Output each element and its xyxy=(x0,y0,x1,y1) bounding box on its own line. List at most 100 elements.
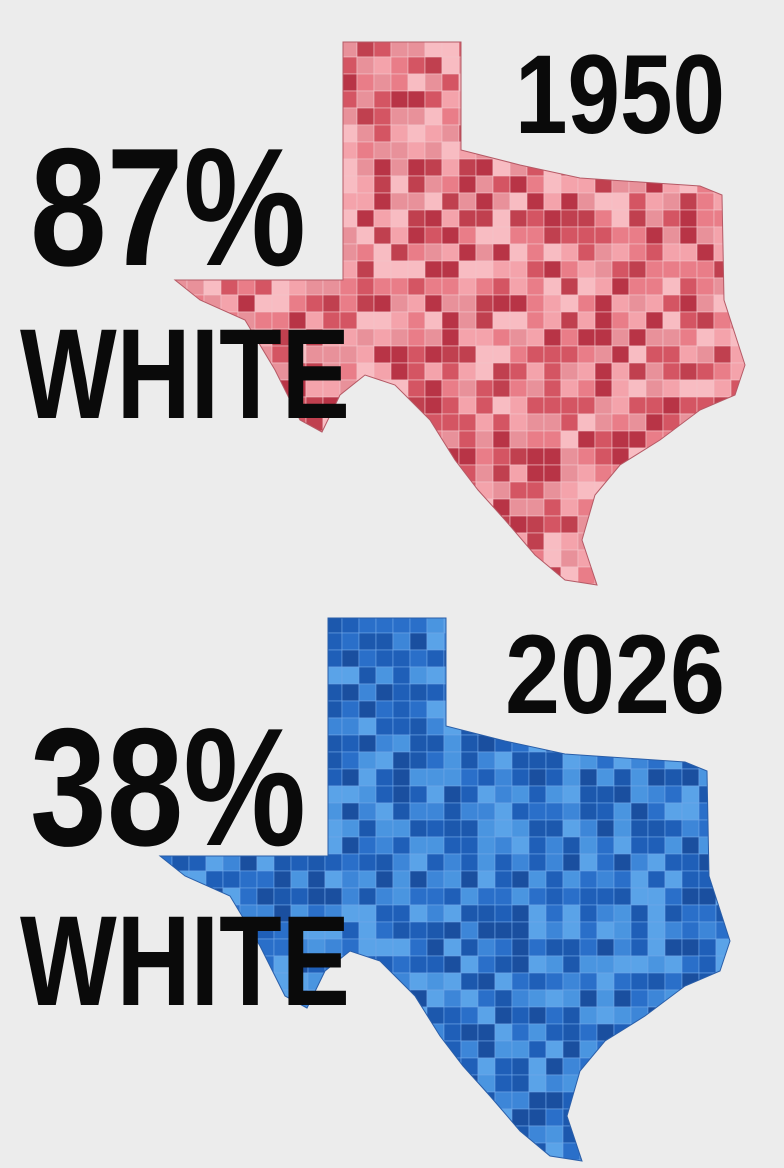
county xyxy=(528,836,547,855)
county xyxy=(475,192,494,211)
county xyxy=(611,209,630,228)
county xyxy=(373,107,392,126)
county xyxy=(594,226,613,245)
county xyxy=(628,345,647,364)
county xyxy=(511,1091,530,1110)
county xyxy=(647,785,666,804)
county xyxy=(407,345,426,364)
county xyxy=(443,870,462,889)
county xyxy=(679,345,698,364)
county xyxy=(543,481,562,500)
county xyxy=(441,90,460,109)
county xyxy=(409,819,428,838)
county xyxy=(441,328,460,347)
county xyxy=(681,853,700,872)
county xyxy=(509,175,528,194)
county xyxy=(492,175,511,194)
county xyxy=(409,666,428,685)
county xyxy=(390,73,409,92)
county xyxy=(492,328,511,347)
county xyxy=(494,802,513,821)
county xyxy=(594,379,613,398)
county xyxy=(562,904,581,923)
county xyxy=(696,277,715,296)
county xyxy=(696,226,715,245)
county xyxy=(545,853,564,872)
county xyxy=(426,734,445,753)
county xyxy=(373,141,392,160)
county xyxy=(443,955,462,974)
county xyxy=(528,887,547,906)
county xyxy=(560,260,579,279)
county xyxy=(509,277,528,296)
county xyxy=(696,328,715,347)
county xyxy=(392,649,411,668)
county xyxy=(392,717,411,736)
county xyxy=(426,802,445,821)
county xyxy=(509,413,528,432)
county xyxy=(543,192,562,211)
county xyxy=(511,972,530,991)
county xyxy=(596,819,615,838)
county xyxy=(596,1006,615,1025)
county xyxy=(545,1108,564,1127)
county xyxy=(390,345,409,364)
county xyxy=(628,430,647,449)
county xyxy=(477,1040,496,1059)
county xyxy=(543,294,562,313)
county xyxy=(409,853,428,872)
county xyxy=(526,277,545,296)
county xyxy=(526,396,545,415)
county xyxy=(492,447,511,466)
county xyxy=(426,683,445,702)
county xyxy=(375,819,394,838)
county xyxy=(373,277,392,296)
county xyxy=(611,328,630,347)
county xyxy=(458,175,477,194)
county xyxy=(426,853,445,872)
county xyxy=(477,785,496,804)
county xyxy=(543,464,562,483)
county xyxy=(341,632,360,651)
county xyxy=(492,464,511,483)
county xyxy=(647,955,666,974)
county xyxy=(441,277,460,296)
county xyxy=(526,209,545,228)
county xyxy=(562,972,581,991)
county xyxy=(492,430,511,449)
county xyxy=(443,921,462,940)
county xyxy=(613,870,632,889)
county xyxy=(424,73,443,92)
county xyxy=(645,362,664,381)
county xyxy=(409,768,428,787)
county xyxy=(664,870,683,889)
county xyxy=(407,107,426,126)
county xyxy=(577,481,596,500)
county xyxy=(594,209,613,228)
county xyxy=(443,904,462,923)
county xyxy=(562,1057,581,1076)
county xyxy=(458,260,477,279)
county xyxy=(579,785,598,804)
county xyxy=(373,90,392,109)
county xyxy=(611,277,630,296)
county xyxy=(441,73,460,92)
county xyxy=(630,802,649,821)
county xyxy=(579,989,598,1008)
county xyxy=(647,904,666,923)
county xyxy=(358,700,377,719)
county xyxy=(664,921,683,940)
county xyxy=(424,396,443,415)
county xyxy=(358,921,377,940)
county xyxy=(390,175,409,194)
county xyxy=(477,1023,496,1042)
county xyxy=(509,209,528,228)
county xyxy=(577,345,596,364)
county xyxy=(560,379,579,398)
county xyxy=(681,768,700,787)
county xyxy=(424,56,443,75)
county xyxy=(543,379,562,398)
county xyxy=(392,938,411,957)
county xyxy=(358,870,377,889)
county xyxy=(492,243,511,262)
